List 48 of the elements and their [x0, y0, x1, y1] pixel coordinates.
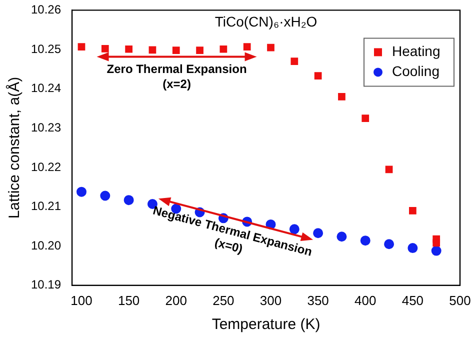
point: [124, 195, 134, 206]
point: [220, 45, 228, 53]
point: [336, 232, 347, 242]
y-tick-label: 10.25: [31, 42, 62, 56]
x-tick-label: 200: [165, 292, 187, 308]
point: [409, 207, 416, 214]
point: [243, 43, 251, 50]
y-tick-label: 10.21: [31, 199, 62, 214]
point: [267, 44, 274, 52]
y-tick-label: 10.22: [31, 160, 62, 174]
y-tick-label: 10.24: [31, 81, 62, 96]
y-tick-label: 10.26: [31, 2, 62, 17]
point: [314, 72, 322, 80]
y-axis-title: Lattice constant, a(Å): [5, 76, 24, 219]
point: [338, 93, 346, 100]
legend-label: Cooling: [392, 63, 440, 80]
y-tick-label: 10.19: [31, 278, 62, 292]
x-tick-label: 500: [449, 292, 471, 308]
annotation: TiCo(CN)₆·xH₂O: [214, 14, 318, 30]
point: [125, 45, 132, 53]
point: [384, 239, 394, 250]
point: [385, 166, 393, 174]
x-axis-title: Temperature (K): [212, 316, 320, 334]
x-tick-label: 150: [118, 292, 140, 308]
x-tick-label: 350: [307, 292, 329, 308]
x-tick-label: 450: [402, 292, 424, 308]
point: [360, 236, 370, 246]
x-tick-label: 100: [70, 292, 92, 308]
point: [148, 46, 156, 54]
point: [290, 58, 298, 65]
point: [78, 43, 86, 50]
point: [431, 246, 442, 256]
point: [432, 239, 440, 247]
x-tick-label: 400: [354, 292, 376, 308]
x-tick-label: 300: [260, 292, 282, 308]
legend-label: Heating: [392, 43, 440, 60]
x-tick-label: 250: [212, 292, 234, 308]
point: [76, 186, 86, 197]
point: [313, 228, 324, 238]
point: [100, 190, 110, 201]
y-tick-label: 10.23: [31, 120, 62, 134]
y-tick-label: 10.20: [31, 238, 62, 252]
point: [408, 243, 418, 254]
annotation: Zero Thermal Expansion (x=2): [106, 62, 247, 92]
point: [362, 114, 370, 122]
point: [172, 46, 180, 54]
point: [196, 46, 204, 54]
point: [101, 45, 109, 52]
